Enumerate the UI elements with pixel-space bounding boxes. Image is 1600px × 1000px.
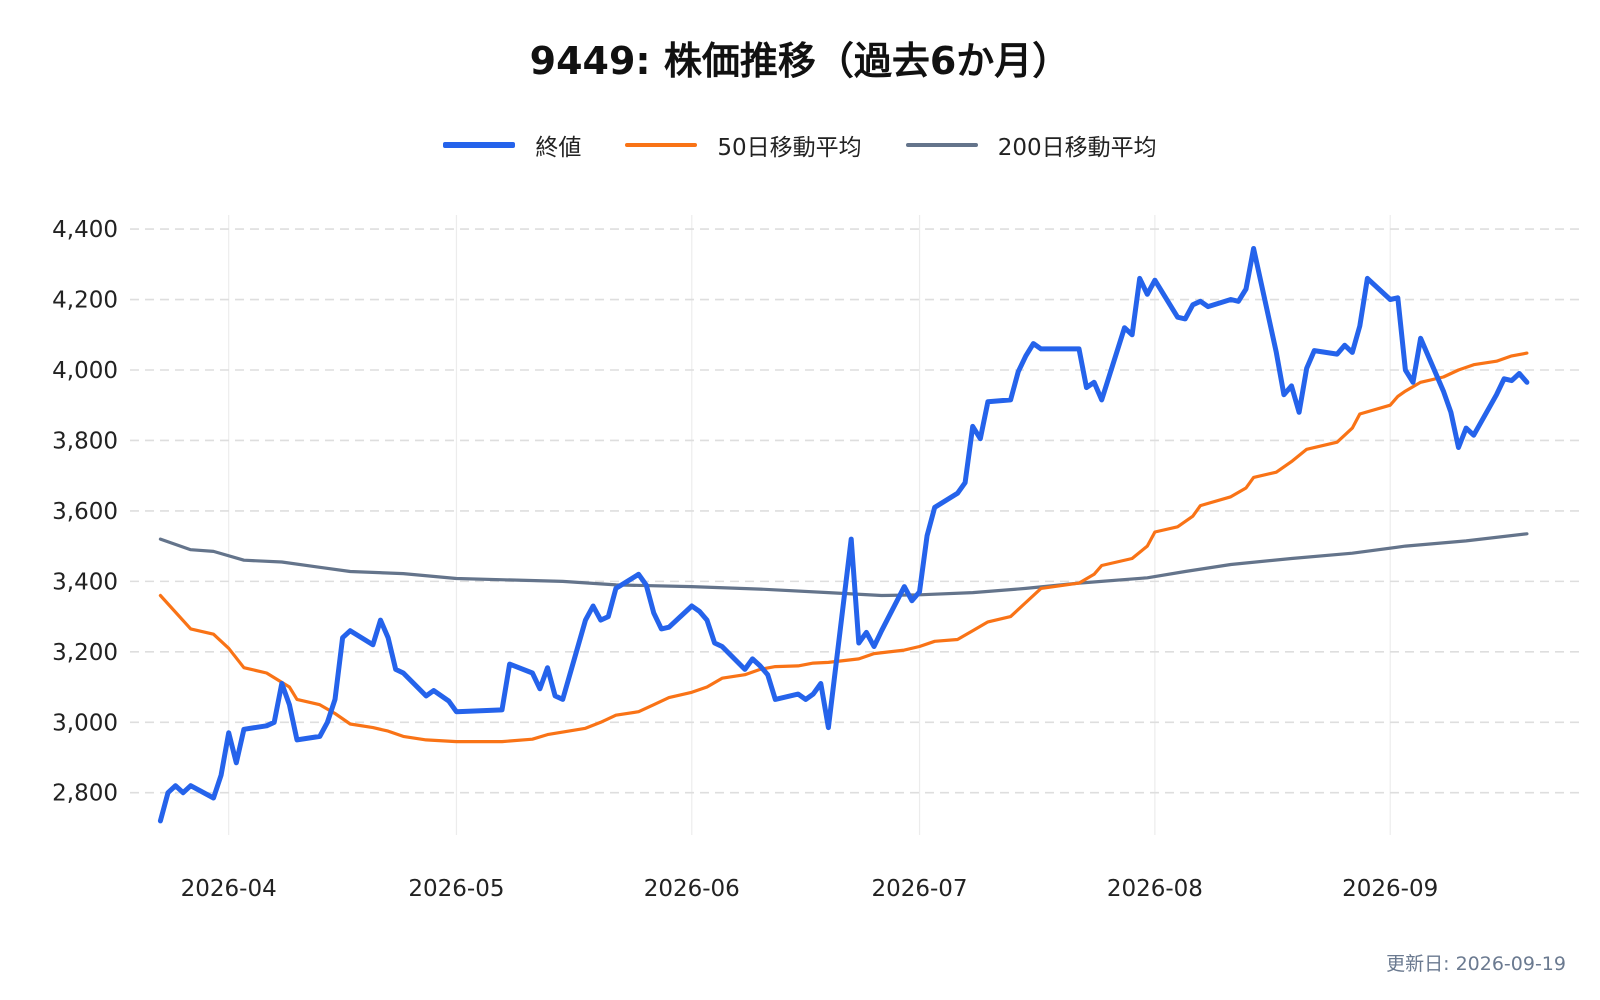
series-line-ma200 [158, 532, 1529, 598]
legend-item-ma200: 200日移動平均 [905, 128, 1157, 162]
legend-label-ma200: 200日移動平均 [997, 135, 1157, 161]
gridlines [130, 215, 1580, 835]
series-lines [157, 246, 1530, 824]
legend-swatch-close [443, 142, 516, 148]
chart-title: 9449: 株価推移（過去6か月） [529, 39, 1071, 83]
legend-label-ma50: 50日移動平均 [717, 135, 862, 161]
y-tick-label: 4,400 [52, 217, 118, 243]
y-tick-label: 3,400 [52, 569, 118, 595]
legend-swatch-ma200 [905, 143, 978, 147]
legend-item-ma50: 50日移動平均 [625, 128, 862, 162]
y-tick-label: 3,800 [52, 428, 118, 454]
updated-date-note: 更新日: 2026-09-19 [1386, 953, 1566, 975]
y-tick-label: 2,800 [52, 781, 118, 807]
x-tick-label: 2026-04 [181, 876, 277, 902]
legend-swatch-ma50 [625, 143, 698, 147]
series-line-ma50 [158, 351, 1529, 744]
x-tick-label: 2026-06 [644, 876, 740, 902]
x-tick-label: 2026-05 [408, 876, 504, 902]
y-axis-ticks: 2,800 3,000 3,200 3,400 3,600 3,800 4,000 4,200… [52, 217, 118, 807]
legend-label-close: 終値 [535, 135, 582, 161]
x-tick-label: 2026-08 [1107, 876, 1203, 902]
y-tick-label: 3,600 [52, 499, 118, 525]
y-tick-label: 4,200 [52, 288, 118, 314]
legend: 終値 50日移動平均 200日移動平均 [0, 128, 1600, 162]
series-line-close [157, 246, 1530, 824]
x-tick-label: 2026-09 [1342, 876, 1438, 902]
legend-item-close: 終値 [443, 128, 581, 162]
y-tick-label: 4,000 [52, 358, 118, 384]
x-axis-ticks: 2026-04 2026-05 2026-06 2026-07 2026-08 2026-… [181, 876, 1439, 902]
y-tick-label: 3,000 [52, 710, 118, 736]
x-tick-label: 2026-07 [871, 876, 967, 902]
y-tick-label: 3,200 [52, 640, 118, 666]
